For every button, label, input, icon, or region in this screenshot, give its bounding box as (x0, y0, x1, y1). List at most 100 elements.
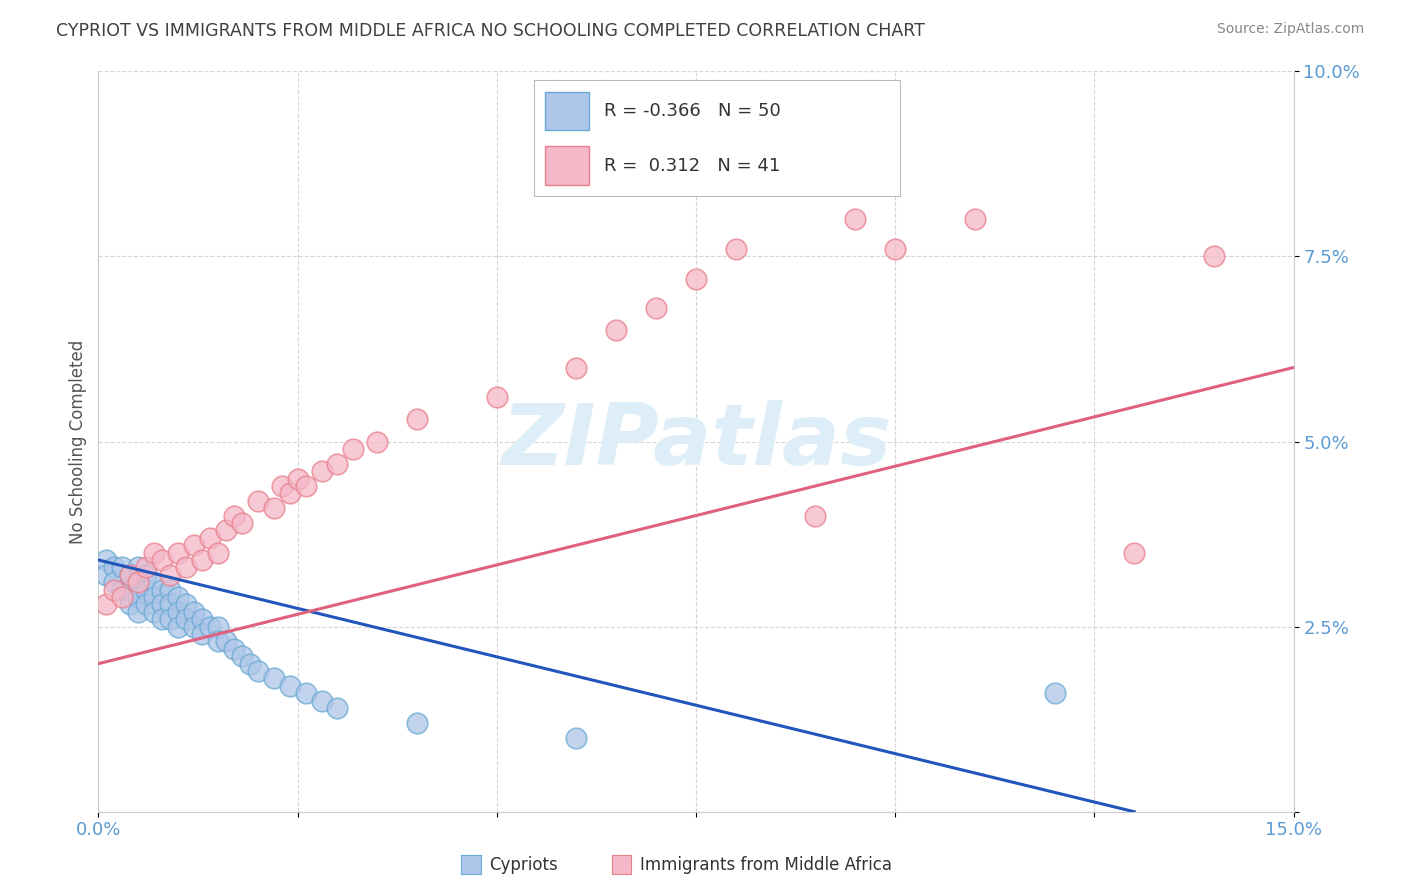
Point (120, 567, 142, 582)
Point (263, 672, 285, 686)
Point (207, 545, 229, 560)
Point (159, 598, 181, 612)
Point (278, 486, 301, 500)
Point (135, 598, 157, 612)
Text: Cypriots: Cypriots (489, 856, 558, 874)
Point (963, 212, 986, 227)
Point (685, 271, 707, 285)
Point (159, 567, 181, 582)
Text: ZIPatlas: ZIPatlas (501, 400, 891, 483)
Point (1123, 545, 1146, 560)
Point (127, 575, 149, 590)
Point (120, 598, 142, 612)
Point (103, 575, 125, 590)
Point (311, 464, 333, 478)
Point (804, 508, 827, 523)
Point (270, 479, 292, 493)
Point (174, 560, 197, 574)
Point (215, 524, 238, 538)
Point (135, 560, 157, 574)
Point (143, 575, 166, 590)
Point (103, 560, 125, 574)
Point (239, 657, 262, 671)
Point (120, 582, 142, 597)
Point (96, 553, 118, 567)
Point (246, 493, 269, 508)
Point (565, 360, 588, 375)
Point (231, 649, 253, 664)
Y-axis label: No Schooling Completed: No Schooling Completed (69, 340, 87, 543)
Point (263, 501, 285, 516)
Point (143, 605, 166, 619)
Point (191, 553, 214, 567)
Point (127, 560, 149, 574)
Point (159, 612, 181, 626)
Point (191, 627, 214, 641)
Point (278, 679, 301, 693)
Point (174, 612, 197, 626)
Point (159, 582, 181, 597)
Point (135, 582, 157, 597)
Point (485, 390, 508, 404)
Point (167, 605, 190, 619)
Point (198, 531, 221, 545)
Point (207, 619, 229, 633)
Point (246, 664, 269, 678)
Point (135, 567, 157, 582)
Point (183, 538, 205, 552)
Point (103, 582, 125, 597)
Point (174, 598, 197, 612)
Point (605, 324, 627, 338)
Point (1202, 250, 1225, 264)
Point (150, 582, 173, 597)
Point (215, 634, 238, 648)
Point (222, 508, 245, 523)
Point (167, 545, 190, 560)
Text: Immigrants from Middle Africa: Immigrants from Middle Africa (640, 856, 891, 874)
Point (120, 567, 142, 582)
Point (167, 619, 190, 633)
Point (143, 545, 166, 560)
Point (724, 242, 747, 256)
Point (1043, 686, 1066, 700)
Point (111, 582, 134, 597)
Point (884, 242, 907, 256)
Point (191, 612, 214, 626)
Point (366, 434, 388, 449)
Point (111, 560, 134, 574)
Point (645, 301, 668, 316)
Bar (546, 92, 589, 130)
Point (150, 553, 173, 567)
Point (127, 605, 149, 619)
Point (294, 686, 316, 700)
Point (183, 619, 205, 633)
Text: R =  0.312   N = 41: R = 0.312 N = 41 (603, 156, 780, 175)
Point (311, 694, 333, 708)
Point (231, 516, 253, 530)
Text: Source: ZipAtlas.com: Source: ZipAtlas.com (1216, 22, 1364, 37)
Point (207, 634, 229, 648)
Point (565, 731, 588, 745)
Point (326, 457, 349, 471)
Point (326, 701, 349, 715)
Point (150, 598, 173, 612)
Point (844, 212, 866, 227)
Point (96, 567, 118, 582)
Point (287, 472, 309, 486)
Point (111, 590, 134, 604)
Point (96, 598, 118, 612)
Point (222, 641, 245, 656)
Bar (546, 146, 589, 185)
Point (127, 590, 149, 604)
Text: CYPRIOT VS IMMIGRANTS FROM MIDDLE AFRICA NO SCHOOLING COMPLETED CORRELATION CHAR: CYPRIOT VS IMMIGRANTS FROM MIDDLE AFRICA… (56, 22, 925, 40)
Point (406, 715, 429, 730)
Point (167, 590, 190, 604)
Point (150, 612, 173, 626)
Point (342, 442, 364, 456)
Text: R = -0.366   N = 50: R = -0.366 N = 50 (603, 102, 780, 120)
Point (183, 605, 205, 619)
Point (198, 619, 221, 633)
Point (127, 575, 149, 590)
Point (294, 479, 316, 493)
Point (406, 412, 429, 426)
